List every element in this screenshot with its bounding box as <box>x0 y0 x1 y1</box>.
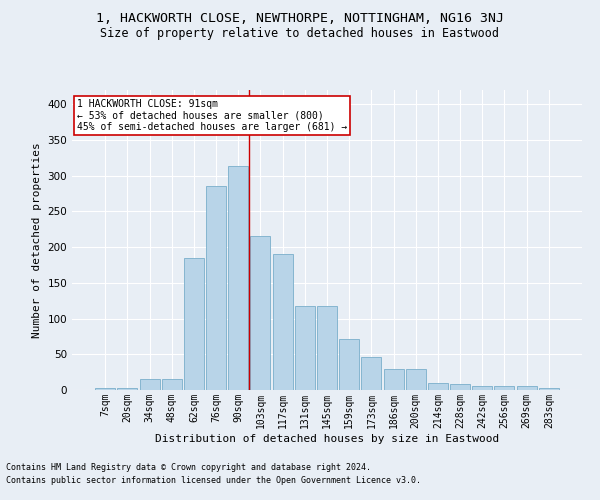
Text: Contains public sector information licensed under the Open Government Licence v3: Contains public sector information licen… <box>6 476 421 485</box>
Y-axis label: Number of detached properties: Number of detached properties <box>32 142 42 338</box>
Bar <box>406 368 426 390</box>
Bar <box>184 258 204 390</box>
Text: Size of property relative to detached houses in Eastwood: Size of property relative to detached ho… <box>101 28 499 40</box>
Text: 1 HACKWORTH CLOSE: 91sqm
← 53% of detached houses are smaller (800)
45% of semi-: 1 HACKWORTH CLOSE: 91sqm ← 53% of detach… <box>77 99 347 132</box>
Text: Contains HM Land Registry data © Crown copyright and database right 2024.: Contains HM Land Registry data © Crown c… <box>6 464 371 472</box>
Bar <box>140 380 160 390</box>
Bar <box>250 236 271 390</box>
Bar <box>118 388 137 390</box>
Bar <box>472 386 492 390</box>
X-axis label: Distribution of detached houses by size in Eastwood: Distribution of detached houses by size … <box>155 434 499 444</box>
Bar <box>539 388 559 390</box>
Bar <box>428 383 448 390</box>
Bar <box>295 306 315 390</box>
Bar <box>361 357 382 390</box>
Text: 1, HACKWORTH CLOSE, NEWTHORPE, NOTTINGHAM, NG16 3NJ: 1, HACKWORTH CLOSE, NEWTHORPE, NOTTINGHA… <box>96 12 504 26</box>
Bar <box>517 386 536 390</box>
Bar <box>339 338 359 390</box>
Bar <box>206 186 226 390</box>
Bar <box>450 384 470 390</box>
Bar <box>162 380 182 390</box>
Bar <box>228 166 248 390</box>
Bar <box>494 386 514 390</box>
Bar <box>272 254 293 390</box>
Bar <box>95 388 115 390</box>
Bar <box>317 306 337 390</box>
Bar <box>383 368 404 390</box>
